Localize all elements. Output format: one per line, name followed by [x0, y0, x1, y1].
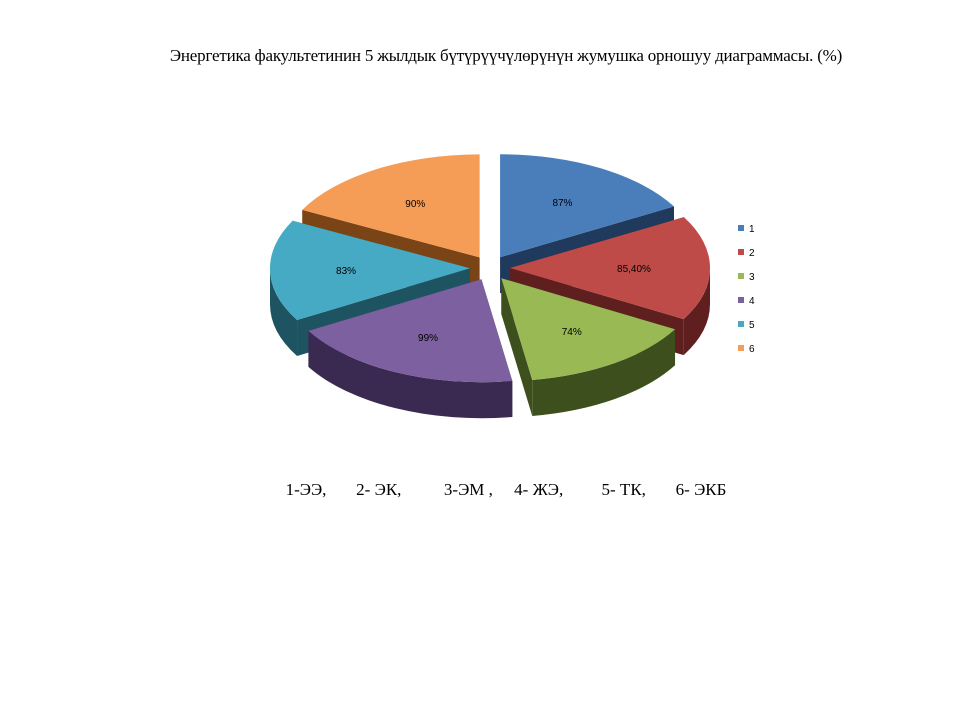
- pie-slices: [270, 154, 710, 419]
- legend-label-2: 2: [749, 248, 755, 259]
- data-label-2: 85,40%: [617, 264, 651, 275]
- legend-label-4: 4: [749, 296, 755, 307]
- pie-slice-4: [308, 279, 513, 419]
- slice-top-face: [501, 278, 676, 380]
- data-label-3: 74%: [562, 327, 582, 338]
- slice-outer-wall: [532, 329, 676, 416]
- slice-top-face: [308, 279, 513, 383]
- data-label-6: 90%: [405, 199, 425, 210]
- legend-label-6: 6: [749, 344, 755, 355]
- slice-top-face: [270, 220, 471, 321]
- legend-swatch-5: [738, 321, 744, 327]
- legend-swatch-1: [738, 225, 744, 231]
- legend-label-3: 3: [749, 272, 755, 283]
- pie-slice-3: [501, 278, 676, 416]
- legend-swatch-2: [738, 249, 744, 255]
- legend-label-5: 5: [749, 320, 755, 331]
- chart-legend: 1 2 3 4 5 6: [738, 224, 755, 355]
- data-labels: 87% 85,40% 74% 99% 83% 90%: [336, 198, 651, 344]
- slice-side-wall: [501, 278, 533, 416]
- slice-outer-wall: [270, 268, 298, 357]
- data-label-1: 87%: [552, 198, 572, 209]
- legend-swatch-4: [738, 297, 744, 303]
- data-label-4: 99%: [418, 333, 438, 344]
- slice-outer-wall: [683, 268, 710, 356]
- slice-top-face: [510, 217, 710, 320]
- data-label-5: 83%: [336, 266, 356, 277]
- legend-swatch-6: [738, 345, 744, 351]
- page-title: Энергетика факультетинин 5 жылдык бүтүрү…: [169, 46, 843, 65]
- slice-top-face: [302, 154, 480, 258]
- legend-swatch-3: [738, 273, 744, 279]
- slice-outer-wall: [308, 330, 513, 419]
- legend-label-1: 1: [749, 224, 755, 235]
- slice-top-face: [500, 154, 674, 258]
- category-key-line: 1-ЭЭ, 2- ЭК, 3-ЭМ , 4- ЖЭ, 5- ТК, 6- ЭКБ: [285, 480, 727, 499]
